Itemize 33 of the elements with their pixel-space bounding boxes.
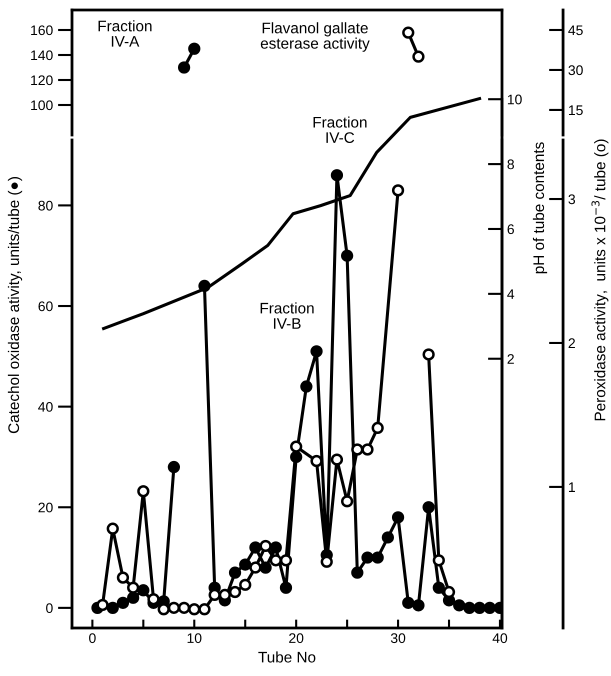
- y-tick-label: 140: [31, 50, 53, 60]
- y2-tick-label: 1: [568, 482, 575, 492]
- y-axis-title: Catechol oxidase ativity, units/tube (●): [8, 177, 22, 434]
- y-tick-label: 0: [46, 603, 53, 614]
- x-tick-label: 0: [89, 633, 96, 644]
- x-tick-label: 10: [188, 633, 202, 644]
- x-tick-label: 30: [390, 633, 406, 644]
- y-tick-label: 80: [38, 200, 53, 211]
- y-tick-label: 60: [38, 301, 53, 312]
- y2-tick-label: 6: [508, 224, 514, 234]
- annotation: Fraction IV-B: [260, 302, 314, 329]
- x-tick-label: 40: [492, 633, 508, 644]
- x-axis-title: Tube No: [258, 651, 316, 663]
- y-tick-label: 120: [31, 75, 53, 86]
- annotation: Fraction IV-A: [98, 20, 152, 47]
- y-tick-label: 40: [38, 402, 53, 412]
- y2-tick-label: 30: [568, 65, 583, 76]
- y-tick-label: 160: [31, 25, 53, 36]
- y2-tick-label: 2: [568, 338, 575, 348]
- y2-tick-label: 45: [568, 25, 583, 36]
- y-tick-label: 20: [38, 502, 53, 512]
- y2-tick-label: 10: [508, 94, 522, 104]
- y2-tick-label: 2: [508, 354, 514, 364]
- y-tick-label: 100: [31, 100, 53, 110]
- y2-tick-label: 4: [507, 289, 514, 299]
- y2-axis-title: pH of tube contents: [532, 142, 548, 274]
- x-tick-label: 20: [289, 633, 304, 644]
- y2-tick-label: 3: [568, 194, 576, 204]
- y2-tick-label: 8: [507, 159, 514, 170]
- annotation: Flavanol gallate esterase activity: [260, 22, 370, 52]
- y2-axis-title: Peroxidase activity, units x 10$^{−3}$/ tube (o): [591, 140, 608, 420]
- annotation: Fraction IV-C: [314, 116, 366, 144]
- y2-tick-label: 15: [568, 105, 583, 116]
